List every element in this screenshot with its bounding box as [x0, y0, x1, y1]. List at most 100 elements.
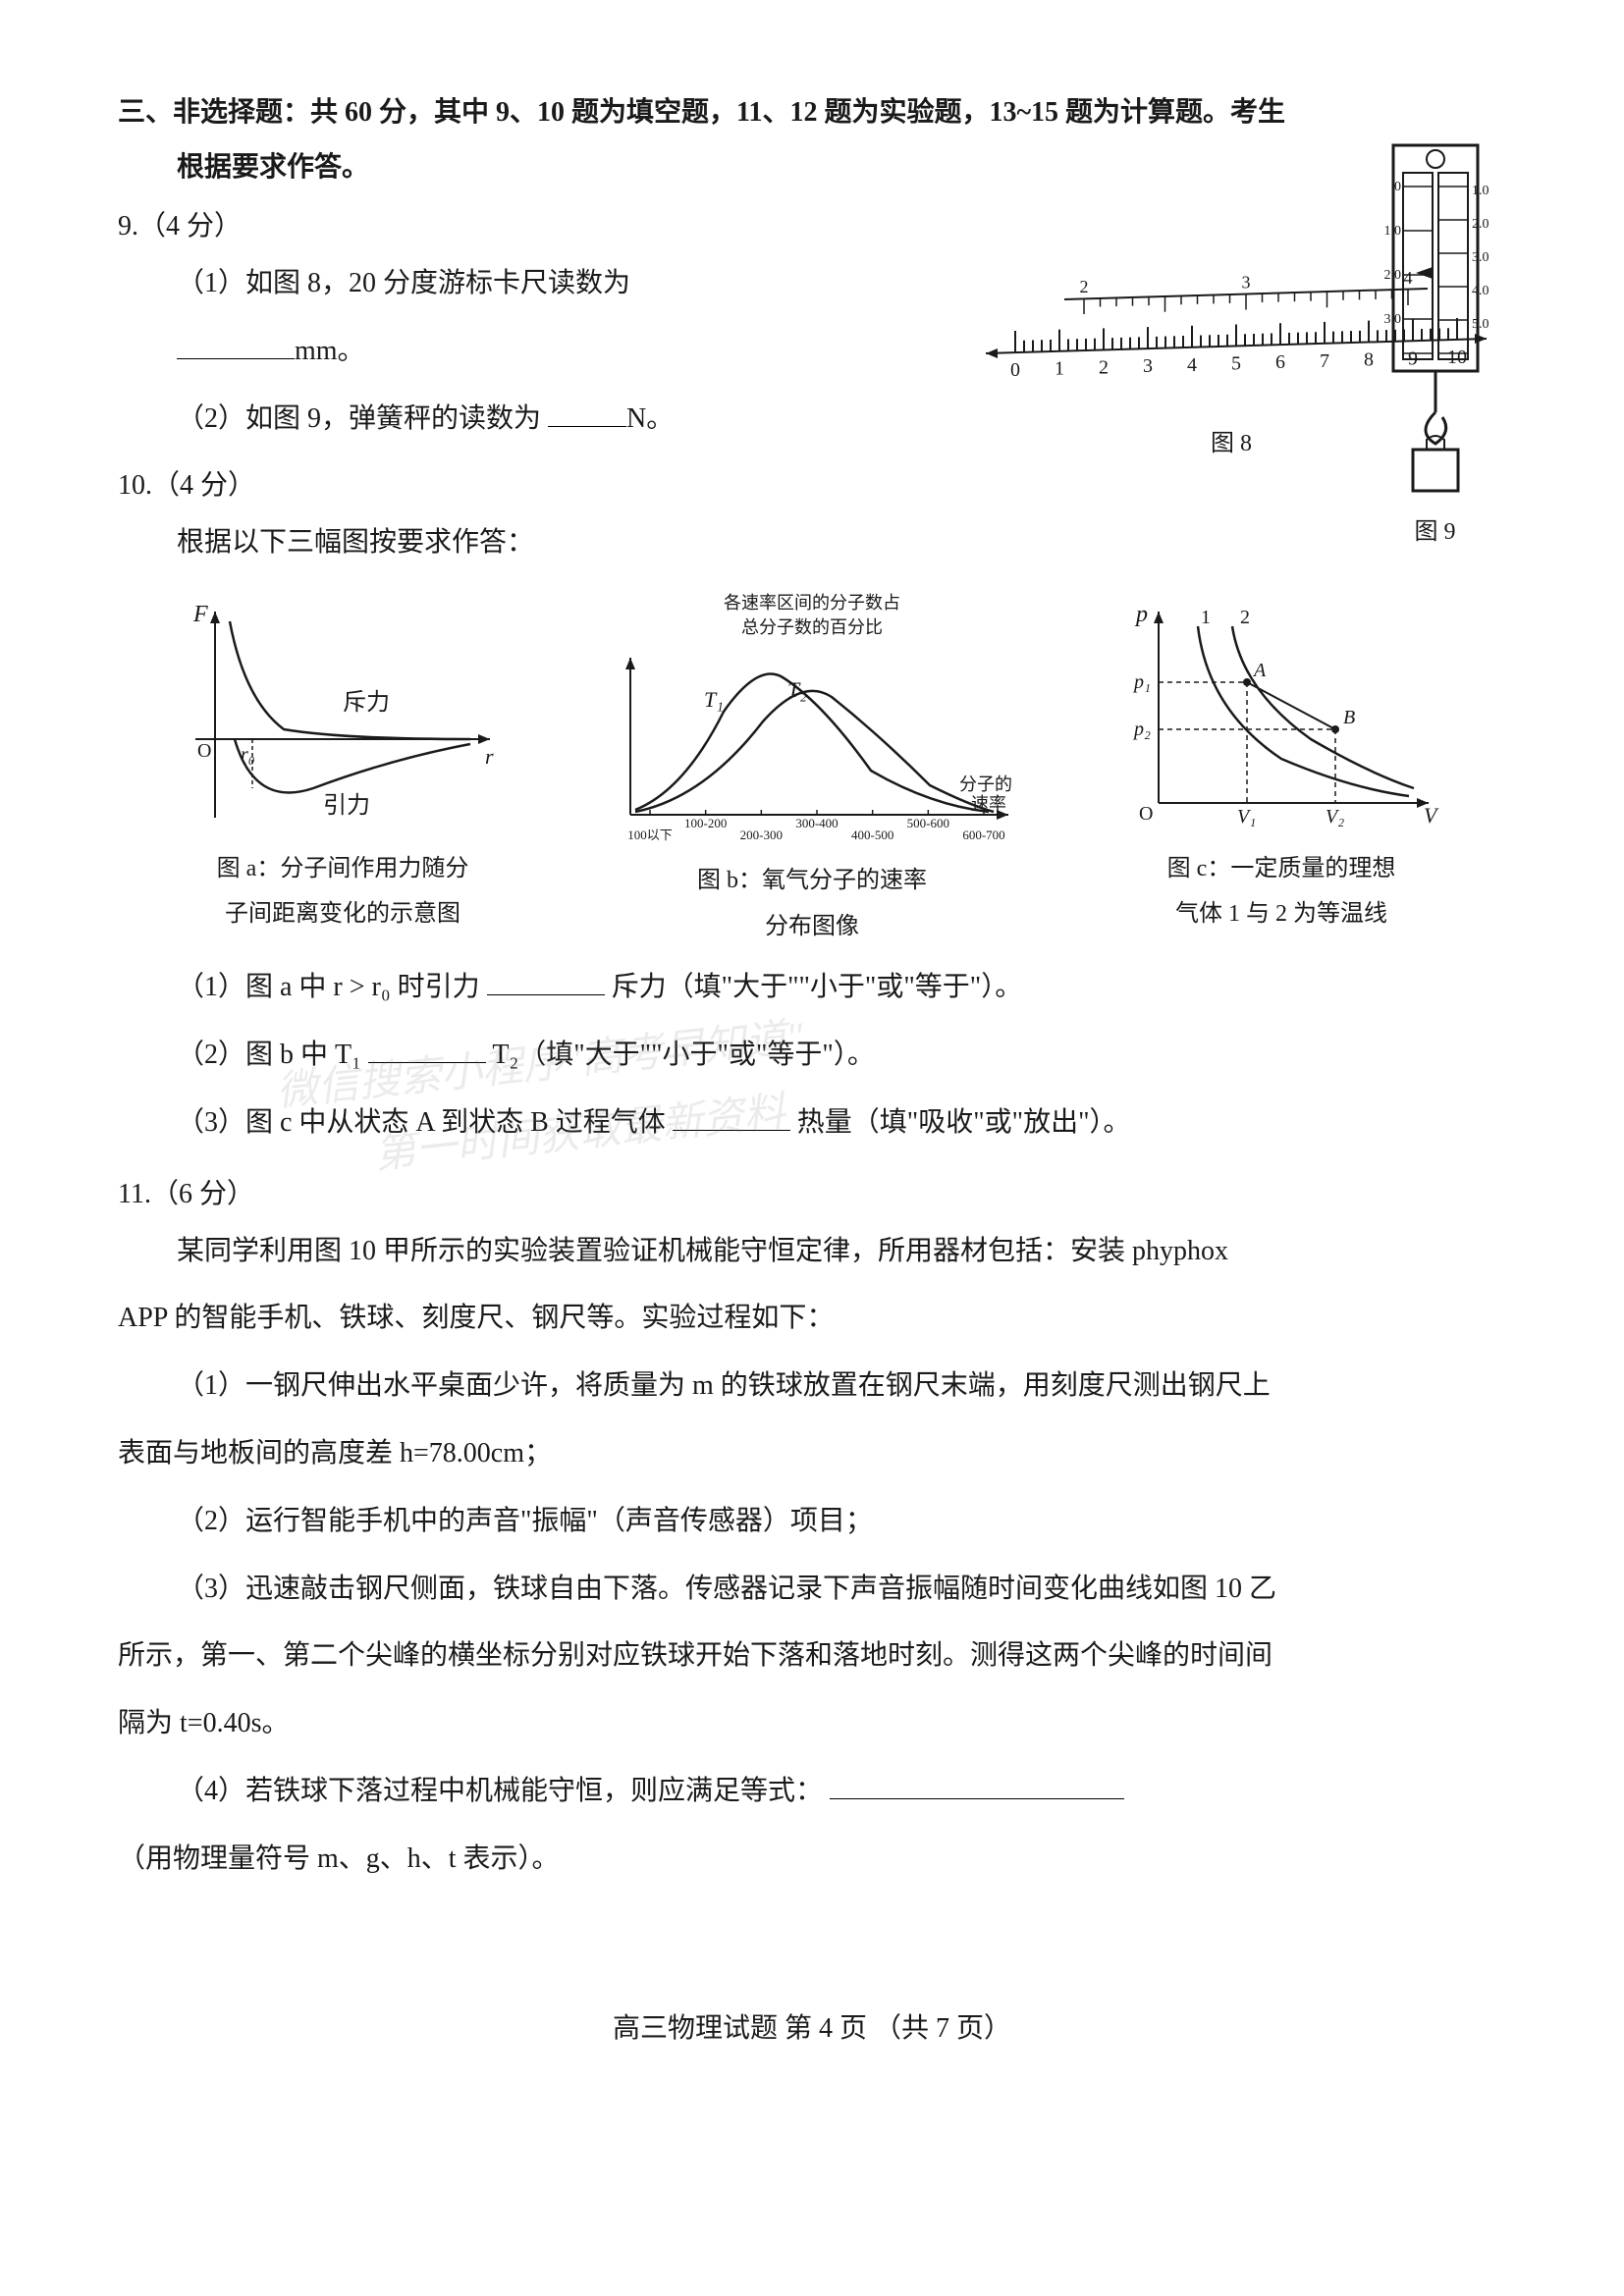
q9-blank-2[interactable] — [548, 394, 626, 427]
fig-a-svg: F r O r₀ 斥力 引力 — [176, 592, 510, 837]
q11-intro-a: 某同学利用图 10 甲所示的实验装置验证机械能守恒定律，所用器材包括：安装 ph… — [177, 1223, 1506, 1281]
svg-text:T₁: T₁ — [704, 687, 724, 712]
fig-c-svg: p V O 1 2 A B p₁ p₂ V₁ V₂ — [1114, 592, 1448, 837]
svg-text:分子的: 分子的 — [959, 774, 1012, 794]
q11-blank-1[interactable] — [830, 1766, 1124, 1799]
svg-text:4.0: 4.0 — [1472, 284, 1489, 298]
svg-text:2: 2 — [1099, 357, 1109, 379]
q10-intro: 根据以下三幅图按要求作答： — [177, 514, 1506, 572]
q9-p2-unit: N。 — [626, 403, 674, 434]
page-footer: 高三物理试题 第 4 页 （共 7 页） — [118, 2006, 1506, 2046]
q9-p1: （1）如图 8，20 分度游标卡尺读数为 — [177, 255, 927, 313]
svg-text:V: V — [1424, 803, 1439, 828]
fig-a: F r O r₀ 斥力 引力 图 a：分子间作用力随分 子间距离变化的示意图 — [118, 592, 568, 946]
svg-text:T₂: T₂ — [787, 677, 807, 702]
q10-blank-1[interactable] — [487, 963, 605, 996]
svg-text:2: 2 — [1240, 607, 1250, 628]
svg-text:速率: 速率 — [971, 794, 1006, 814]
figa-caption-1: 图 a：分子间作用力随分 — [118, 850, 568, 887]
q10-sub1-a: （1）图 a 中 r > r₀ 时引力 — [177, 972, 480, 1002]
q11-p4-a: （4）若铁球下落过程中机械能守恒，则应满足等式： — [177, 1776, 823, 1806]
figa-label-repulsion: 斥力 — [343, 689, 390, 716]
q9-p1-a: （1）如图 8，20 分度游标卡尺读数为 — [177, 268, 630, 298]
q10-sub2-a: （2）图 b 中 T₁ — [177, 1040, 361, 1070]
fig-b: 各速率区间的分子数占 总分子数的百分比 T₁ T₂ 分子的 速率 100以下 10… — [587, 592, 1037, 946]
svg-text:r: r — [485, 744, 494, 769]
q10-sub2-b: T₂（填"大于""小于"或"等于"）。 — [492, 1040, 874, 1070]
figb-caption-2: 分布图像 — [587, 908, 1037, 945]
svg-text:2: 2 — [1080, 277, 1089, 296]
q10-number: 10.（4 分） — [118, 463, 1506, 503]
q11-intro-b: APP 的智能手机、铁球、刻度尺、钢尺等。实验过程如下： — [118, 1290, 1506, 1348]
fig9-label: 图 9 — [1359, 513, 1511, 551]
svg-text:F: F — [192, 602, 208, 627]
svg-text:r₀: r₀ — [241, 744, 255, 766]
svg-text:2.0: 2.0 — [1472, 217, 1489, 232]
svg-text:V₁: V₁ — [1237, 806, 1256, 828]
q10-sub3-a: （3）图 c 中从状态 A 到状态 B 过程气体 — [177, 1107, 666, 1138]
q11-p1-a: （1）一钢尺伸出水平桌面少许，将质量为 m 的铁球放置在钢尺末端，用刻度尺测出钢… — [177, 1358, 1506, 1415]
section-header-line2: 根据要求作答。 — [177, 145, 1506, 185]
svg-text:3: 3 — [1143, 355, 1153, 377]
svg-text:p: p — [1134, 602, 1148, 627]
svg-text:7: 7 — [1320, 350, 1329, 372]
q9-number: 9.（4 分） — [118, 204, 1506, 243]
figc-caption-1: 图 c：一定质量的理想 — [1056, 850, 1506, 887]
svg-text:0: 0 — [1010, 359, 1020, 381]
q11-p1-b: 表面与地板间的高度差 h=78.00cm； — [118, 1425, 1506, 1483]
q9-p1-blank: mm。 — [177, 323, 927, 381]
q9-p1-unit: mm。 — [295, 336, 365, 366]
q10-sub3: （3）图 c 中从状态 A 到状态 B 过程气体 热量（填"吸收"或"放出"）。 — [177, 1095, 1506, 1152]
svg-text:4: 4 — [1187, 354, 1197, 376]
svg-text:1.0: 1.0 — [1383, 224, 1401, 239]
svg-text:1: 1 — [1055, 358, 1064, 380]
svg-text:3: 3 — [1242, 273, 1251, 293]
figb-caption-1: 图 b：氧气分子的速率 — [587, 862, 1037, 899]
svg-text:400-500: 400-500 — [851, 828, 893, 842]
q11-p3-c: 隔为 t=0.40s。 — [118, 1695, 1506, 1753]
svg-text:V₂: V₂ — [1326, 806, 1344, 828]
q9-layout: （1）如图 8，20 分度游标卡尺读数为 mm。 （2）如图 9，弹簧秤的读数为… — [118, 255, 1506, 462]
svg-text:A: A — [1252, 660, 1267, 681]
q9-left: （1）如图 8，20 分度游标卡尺读数为 mm。 （2）如图 9，弹簧秤的读数为… — [118, 255, 927, 457]
svg-text:p₁: p₁ — [1132, 671, 1151, 693]
svg-text:3.0: 3.0 — [1383, 312, 1401, 327]
svg-text:100以下: 100以下 — [627, 828, 673, 842]
figure-9: 01.02.03.0 1.02.03.04.05.0 图 9 — [1359, 137, 1511, 551]
svg-text:1: 1 — [1201, 607, 1211, 628]
svg-text:100-200: 100-200 — [684, 816, 727, 830]
svg-text:200-300: 200-300 — [740, 828, 783, 842]
svg-text:5: 5 — [1231, 353, 1241, 375]
svg-text:0: 0 — [1394, 180, 1401, 194]
q11-p4-b: （用物理量符号 m、g、h、t 表示）。 — [118, 1831, 1506, 1889]
svg-text:5.0: 5.0 — [1472, 317, 1489, 332]
svg-text:3.0: 3.0 — [1472, 250, 1489, 265]
spring-scale-svg: 01.02.03.0 1.02.03.04.05.0 — [1362, 137, 1509, 501]
figc-caption-2: 气体 1 与 2 为等温线 — [1056, 895, 1506, 933]
q10-blank-2[interactable] — [368, 1030, 486, 1063]
q11-p2: （2）运行智能手机中的声音"振幅"（声音传感器）项目； — [177, 1493, 1506, 1551]
figa-caption-2: 子间距离变化的示意图 — [118, 895, 568, 933]
q9-p2-a: （2）如图 9，弹簧秤的读数为 — [177, 403, 541, 434]
q10-sub2: （2）图 b 中 T₁ T₂（填"大于""小于"或"等于"）。 — [177, 1027, 1506, 1085]
fig-c: p V O 1 2 A B p₁ p₂ V₁ V₂ 图 c：一定质 — [1056, 592, 1506, 946]
q10-sub3-b: 热量（填"吸收"或"放出"）。 — [797, 1107, 1131, 1138]
svg-text:p₂: p₂ — [1132, 719, 1151, 740]
q11-p3-b: 所示，第一、第二个尖峰的横坐标分别对应铁球开始下落和落地时刻。测得这两个尖峰的时… — [118, 1628, 1506, 1685]
q9-p2: （2）如图 9，弹簧秤的读数为 N。 — [177, 391, 927, 449]
figb-top1: 各速率区间的分子数占 — [587, 592, 1037, 614]
figb-top2: 总分子数的百分比 — [587, 616, 1037, 639]
svg-text:300-400: 300-400 — [795, 816, 838, 830]
svg-text:B: B — [1343, 707, 1355, 728]
section-header-line1: 三、非选择题：共 60 分，其中 9、10 题为填空题，11、12 题为实验题，… — [118, 88, 1506, 137]
q9-blank-1[interactable] — [177, 327, 295, 360]
q10-blank-3[interactable] — [673, 1097, 790, 1131]
svg-text:600-700: 600-700 — [962, 828, 1004, 842]
svg-text:6: 6 — [1275, 352, 1285, 374]
q10-sub1: （1）图 a 中 r > r₀ 时引力 斥力（填"大于""小于"或"等于"）。 — [177, 959, 1506, 1017]
svg-text:1.0: 1.0 — [1472, 184, 1489, 198]
figa-label-attraction: 引力 — [323, 792, 370, 819]
q11-number: 11.（6 分） — [118, 1172, 1506, 1211]
three-figures-row: F r O r₀ 斥力 引力 图 a：分子间作用力随分 子间距离变化的示意图 各… — [118, 592, 1506, 946]
q10-sub1-b: 斥力（填"大于""小于"或"等于"）。 — [612, 972, 1023, 1002]
